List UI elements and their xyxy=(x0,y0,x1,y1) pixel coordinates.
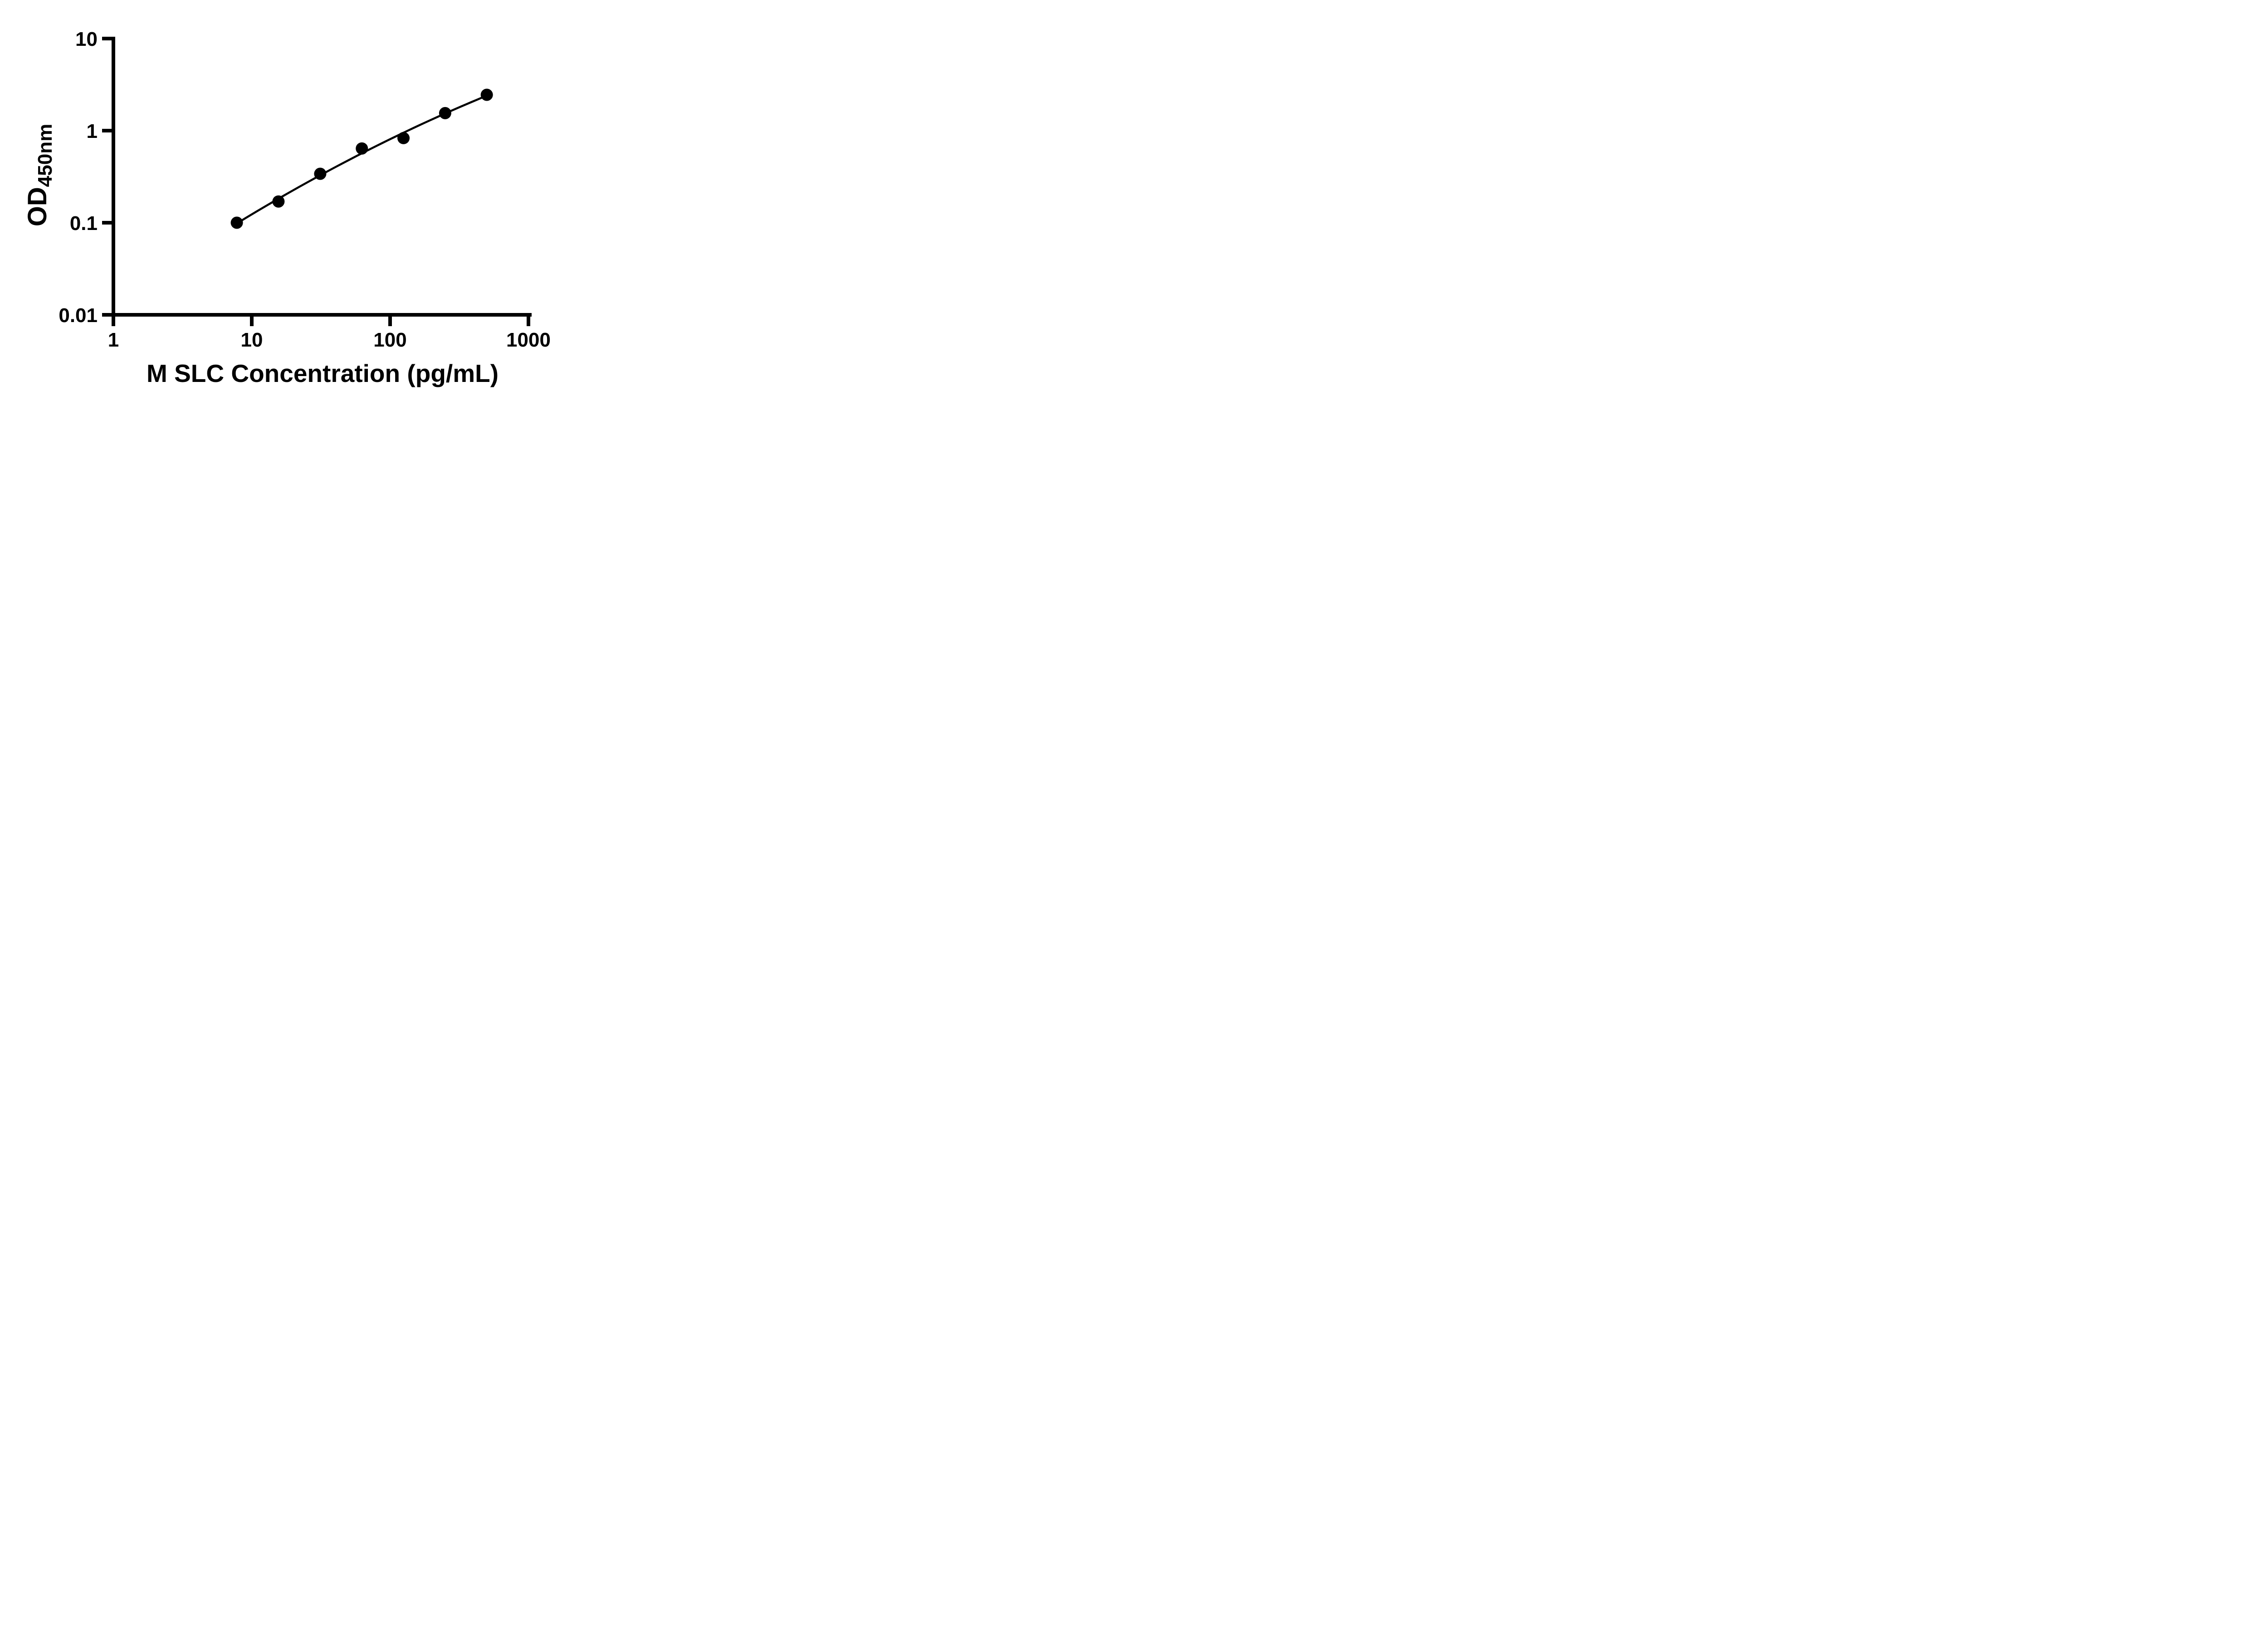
y-axis-title-main: OD xyxy=(23,187,52,227)
data-point xyxy=(314,167,327,180)
data-point xyxy=(230,216,243,229)
data-point xyxy=(439,107,451,119)
x-axis-title: M SLC Concentration (pg/mL) xyxy=(146,359,499,387)
x-tick-label: 100 xyxy=(373,329,406,351)
chart-plot-area: 1 10 100 1000 0.01 0.1 1 10 xyxy=(59,28,551,351)
y-tick-label: 10 xyxy=(75,28,98,50)
data-point xyxy=(397,132,410,144)
standard-curve-figure: 1 10 100 1000 0.01 0.1 1 10 OD450nm M SLC Conce… xyxy=(0,0,583,408)
y-tick-label: 0.1 xyxy=(70,212,98,235)
x-tick-label: 10 xyxy=(241,329,263,351)
y-axis-title: OD450nm xyxy=(17,39,58,311)
y-axis-title-subscript: 450nm xyxy=(34,123,56,187)
x-tick-label: 1000 xyxy=(506,329,551,351)
data-point xyxy=(480,88,493,101)
data-point xyxy=(272,195,285,208)
data-point xyxy=(356,142,368,155)
x-tick-label: 1 xyxy=(108,329,119,351)
y-tick-label: 0.01 xyxy=(59,304,98,327)
y-tick-label: 1 xyxy=(87,120,98,142)
axis-frame xyxy=(112,37,532,317)
